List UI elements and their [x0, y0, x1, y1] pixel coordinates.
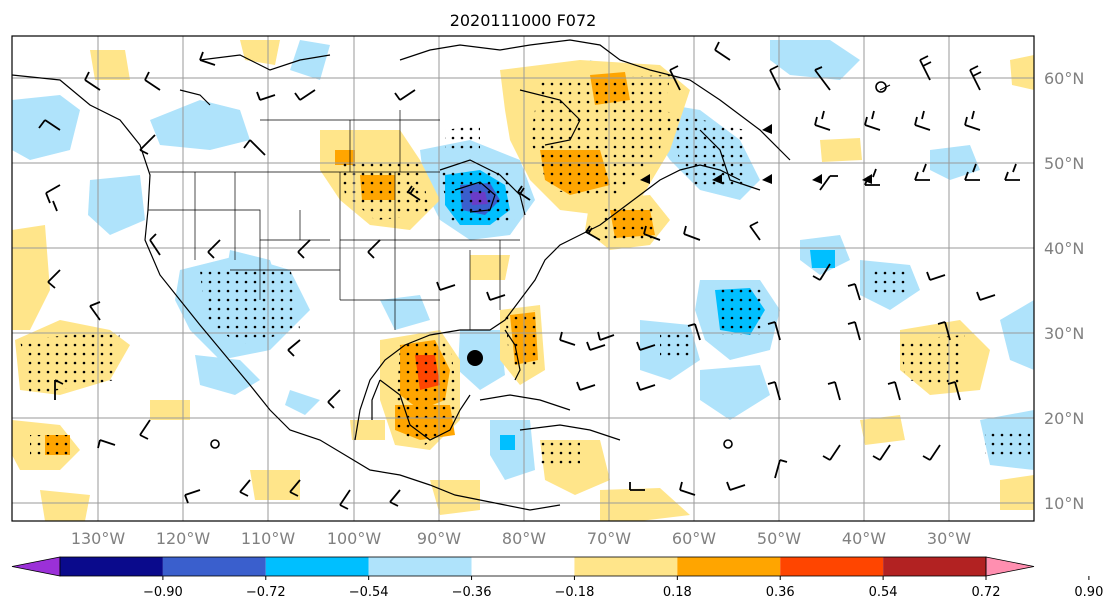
lon-label: 120°W [156, 529, 211, 548]
open-circle-marker [723, 439, 733, 449]
colorbar-tick-label: 0.90 [1074, 585, 1103, 600]
colorbar-segment [11, 556, 61, 577]
lat-label: 40°N [1044, 239, 1084, 258]
colorbar-tick-label: 0.36 [766, 585, 795, 600]
graticule [12, 36, 1034, 521]
lon-label: 110°W [241, 529, 296, 548]
storm-center-marker [467, 350, 483, 366]
colorbar-segment [574, 557, 678, 576]
colorbar-tick-label: −0.72 [246, 585, 286, 600]
significance-stippling [20, 75, 1030, 465]
lat-label: 30°N [1044, 324, 1084, 343]
colorbar-segment [677, 557, 781, 576]
lat-label: 10°N [1044, 494, 1084, 513]
colorbar-segment [162, 557, 266, 576]
lon-label: 100°W [327, 529, 382, 548]
lon-label: 90°W [417, 529, 461, 548]
lon-label: 30°W [927, 529, 971, 548]
colorbar: −0.90 −0.72 −0.54 −0.36 −0.18 0.18 0.36 0.54 0.7… [11, 556, 1103, 600]
latitude-labels: 60°N 50°N 40°N 30°N 20°N 10°N [1044, 69, 1084, 513]
colorbar-frame [59, 556, 987, 577]
lat-label: 60°N [1044, 69, 1084, 88]
wind-barbs [38, 41, 1020, 510]
colorbar-segment [883, 557, 986, 576]
map-markers [210, 81, 887, 449]
colorbar-tick-label: −0.90 [143, 585, 183, 600]
lon-label: 40°W [842, 529, 886, 548]
colorbar-tick-label: 0.72 [972, 585, 1001, 600]
open-circle-marker [875, 81, 887, 93]
map-frame [11, 35, 1035, 522]
colorbar-tick-label: −0.54 [349, 585, 389, 600]
longitude-labels: 130°W 120°W 110°W 100°W 90°W 80°W 70°W 6… [71, 529, 971, 548]
colorbar-segment [368, 557, 472, 576]
lon-label: 70°W [587, 529, 631, 548]
lon-label: 50°W [757, 529, 801, 548]
colorbar-tick-label: 0.54 [869, 585, 898, 600]
open-circle-marker [210, 439, 220, 449]
colorbar-segment [471, 557, 575, 576]
colorbar-tick-label: 0.18 [663, 585, 692, 600]
lat-label: 50°N [1044, 154, 1084, 173]
colorbar-tick-label: −0.18 [555, 585, 595, 600]
colorbar-segment [265, 557, 369, 576]
coastlines [12, 39, 891, 511]
colorbar-segment [780, 557, 884, 576]
map-title: 2020111000 F072 [450, 11, 597, 30]
lat-label: 20°N [1044, 409, 1084, 428]
state-borders [148, 110, 520, 330]
wind-barb-flags [640, 124, 872, 184]
colorbar-tick-label: −0.36 [452, 585, 492, 600]
colorbar-segment [985, 556, 1035, 577]
lon-label: 130°W [71, 529, 126, 548]
lon-label: 80°W [502, 529, 546, 548]
map-panel [12, 36, 1034, 521]
lon-label: 60°W [672, 529, 716, 548]
colorbar-segment [60, 557, 163, 576]
